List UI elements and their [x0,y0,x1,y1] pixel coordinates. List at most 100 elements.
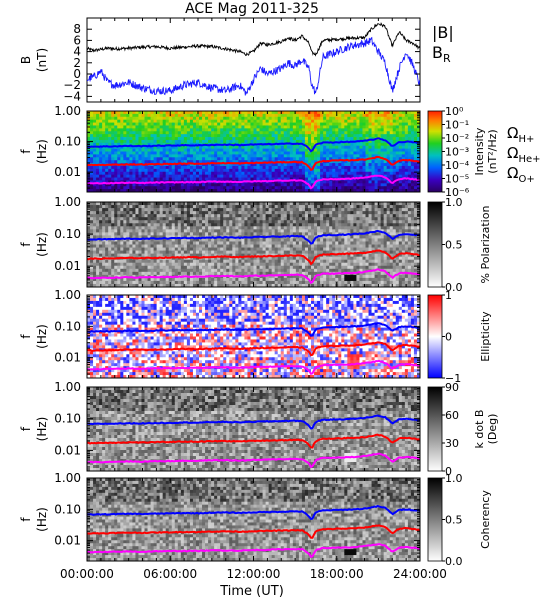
spectrogram-cell [123,137,127,141]
spectrogram-cell [96,128,100,132]
spectrogram-cell [250,189,254,192]
spectrogram-cell [141,174,145,178]
spectrogram-cell [132,113,136,118]
spectrogram-cell [141,171,145,176]
spectrogram-cell [120,174,124,178]
spectrogram-cell [168,177,173,181]
spectrogram-cell [241,223,245,227]
spectrogram-cell [217,171,221,176]
spectrogram-cell [96,262,100,267]
spectrogram-cell [141,131,145,135]
spectrogram-cell [223,202,227,206]
spectrogram-cell [126,125,130,129]
spectrogram-cell [90,148,94,152]
spectrogram-cell [232,189,236,192]
spectrogram-cell [132,235,136,239]
spectrogram-cell [105,202,109,206]
spectrogram-cell [180,265,185,270]
spectrogram-cell [189,134,194,138]
spectrogram-cell [99,171,103,176]
spectrogram-cell [129,268,133,273]
spectrogram-cell [283,122,288,126]
spectrogram-cell [235,183,239,187]
spectrogram-cell [268,125,273,129]
spectrogram-cell [317,174,321,178]
spectrogram-cell [102,113,106,118]
spectrogram-cell [192,157,197,161]
spectrogram-cell [398,171,403,176]
spectrogram-cell [362,134,366,138]
spectrogram-cell [244,119,248,123]
spectrogram-cell [208,160,212,164]
spectrogram-cell [241,214,245,218]
spectrogram-cell [298,163,303,167]
spectrogram-cell [108,168,112,173]
spectrogram-cell [180,111,185,115]
spectrogram-cell [350,131,354,135]
spectrogram-cell [214,223,218,227]
spectrogram-cell [171,189,176,192]
spectrogram-cell [217,220,221,224]
spectrogram-cell [211,116,215,121]
spectrogram-cell [407,180,412,184]
spectrogram-cell [144,283,148,287]
spectrogram-cell [262,244,267,248]
spectrogram-cell [223,247,227,251]
spectrogram-cell [410,171,415,176]
spectrogram-cell [195,214,200,218]
spectrogram-cell [404,171,409,176]
spectrogram-cell [232,277,236,282]
spectrogram-cell [220,131,224,135]
spectrogram-cell [250,256,254,261]
spectrogram-cell [335,154,339,158]
spectrogram-cell [144,259,148,264]
spectrogram-cell [280,163,285,167]
spectrogram-cell [341,122,345,126]
spectrogram-cell [344,171,348,176]
spectrogram-cell [314,145,318,149]
spectrogram-cell [235,214,239,218]
spectrogram-cell [123,119,127,123]
spectrogram-cell [174,116,179,121]
spectrogram-cell [150,226,154,230]
spectrogram-cell [90,274,94,279]
spectrogram-cell [295,116,300,121]
spectrogram-cell [129,232,133,236]
spectrogram-cell [247,241,251,245]
spectrogram-cell [105,119,109,123]
spectrogram-cell [304,151,309,155]
spectrogram-cell [226,119,230,123]
spectrogram-cell [192,142,197,147]
spectrogram-cell [108,232,112,236]
spectrogram-cell [147,122,151,126]
spectrogram-cell [96,211,100,215]
spectrogram-cell [108,226,112,230]
spectrogram-cell [111,274,115,279]
spectrogram-cell [183,247,188,251]
spectrogram-cell [410,131,415,135]
spectrogram-cell [99,134,103,138]
spectrogram-cell [283,165,288,170]
spectrogram-cell [238,145,242,149]
spectrogram-cell [383,151,388,155]
spectrogram-cell [353,151,357,155]
spectrogram-cell [129,223,133,227]
spectrogram-cell [126,253,130,258]
spectrogram-cell [398,137,403,141]
spectrogram-cell [274,134,279,138]
spectrogram-cell [277,137,282,141]
spectrogram-cell [389,113,394,118]
spectrogram-cell [220,116,224,121]
spectrogram-cell [347,165,351,170]
spectrogram-cell [90,253,94,258]
spectrogram-cell [195,211,200,215]
spectrogram-cell [202,277,206,282]
spectrogram-cell [99,160,103,164]
spectrogram-cell [341,137,345,141]
spectrogram-cell [307,160,312,164]
spectrogram-cell [365,116,369,121]
spectrogram-cell [202,165,206,170]
spectrogram-cell [129,247,133,251]
spectrogram-cell [265,151,270,155]
spectrogram-cell [123,217,127,221]
